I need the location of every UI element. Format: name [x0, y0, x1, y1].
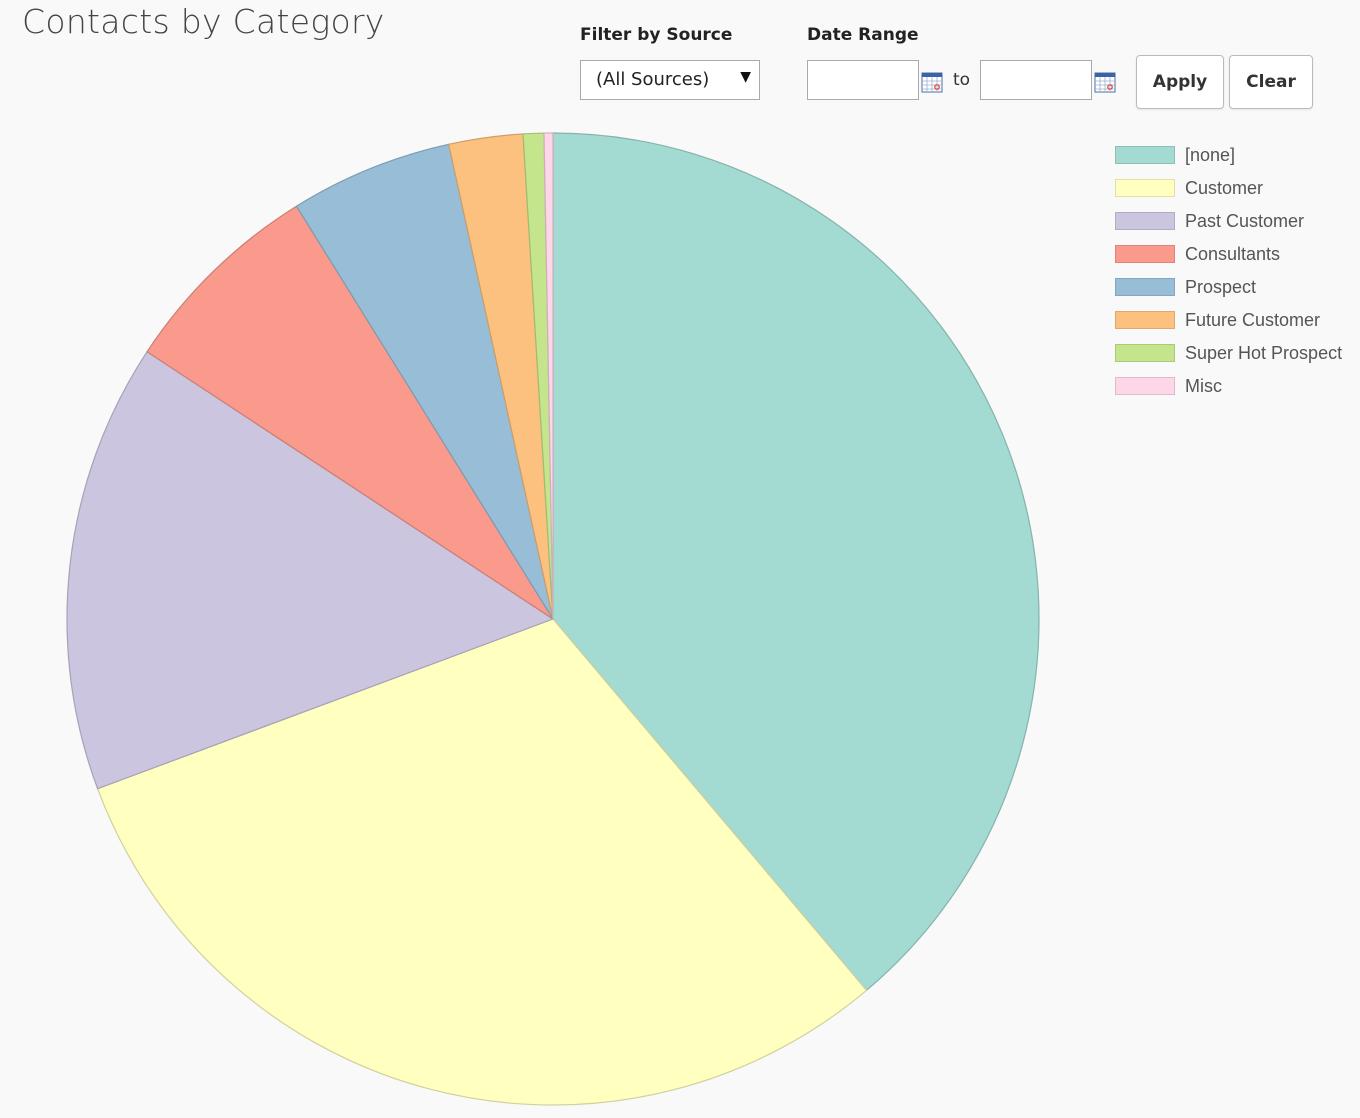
date-range-label: Date Range — [807, 25, 919, 45]
source-select-value: (All Sources) — [596, 69, 710, 90]
pie-slice-2[interactable] — [66, 350, 555, 790]
source-select[interactable]: (All Sources) ▼ — [580, 60, 760, 100]
legend-swatch — [1115, 344, 1175, 362]
legend-label: Consultants — [1185, 244, 1281, 264]
apply-button[interactable]: Apply — [1136, 55, 1224, 109]
legend-label: Past Customer — [1185, 211, 1305, 231]
legend-item[interactable]: Past Customer — [1115, 210, 1355, 232]
pie-slice-7[interactable] — [543, 132, 554, 620]
legend-label: Super Hot Prospect — [1185, 343, 1343, 363]
legend-label: Misc — [1185, 376, 1222, 396]
calendar-icon[interactable] — [1094, 71, 1116, 93]
legend-item[interactable]: Misc — [1115, 375, 1355, 397]
date-to-input[interactable] — [980, 60, 1092, 100]
legend-item[interactable]: Customer — [1115, 177, 1355, 199]
legend-item[interactable]: Future Customer — [1115, 309, 1355, 331]
legend-label: Future Customer — [1185, 310, 1321, 330]
caret-down-icon: ▼ — [740, 69, 751, 85]
legend-swatch — [1115, 245, 1175, 263]
legend-label: [none] — [1185, 145, 1236, 165]
legend-label: Prospect — [1185, 277, 1257, 297]
to-label: to — [953, 70, 971, 90]
legend-item[interactable]: Consultants — [1115, 243, 1355, 265]
pie-chart — [66, 132, 1040, 1106]
date-from-input[interactable] — [807, 60, 919, 100]
legend-swatch — [1115, 212, 1175, 230]
legend-swatch — [1115, 311, 1175, 329]
legend-swatch — [1115, 179, 1175, 197]
pie-slice-3[interactable] — [146, 205, 554, 620]
legend-item[interactable]: Prospect — [1115, 276, 1355, 298]
legend-swatch — [1115, 278, 1175, 296]
filter-source-label: Filter by Source — [580, 25, 733, 45]
page-title: Contacts by Category — [22, 2, 385, 41]
legend-item[interactable]: [none] — [1115, 144, 1355, 166]
legend-swatch — [1115, 377, 1175, 395]
clear-button[interactable]: Clear — [1229, 55, 1313, 109]
legend-item[interactable]: Super Hot Prospect — [1115, 342, 1355, 364]
pie-slice-0[interactable] — [552, 132, 1040, 992]
legend-label: Customer — [1185, 178, 1264, 198]
pie-slice-4[interactable] — [295, 143, 554, 620]
legend-swatch — [1115, 146, 1175, 164]
pie-slice-1[interactable] — [96, 618, 868, 1106]
calendar-icon[interactable] — [921, 71, 943, 93]
